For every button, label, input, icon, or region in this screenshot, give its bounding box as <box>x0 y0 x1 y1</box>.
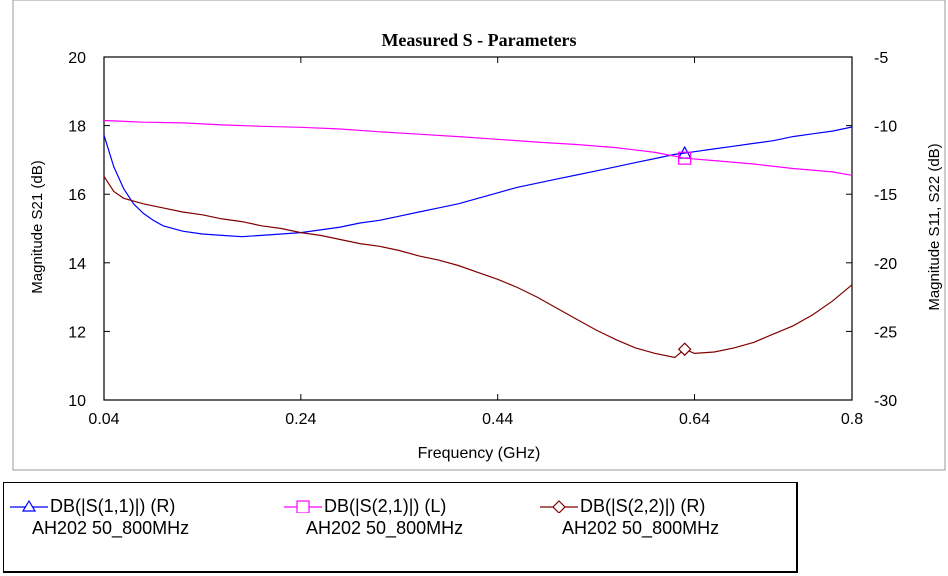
plot-area: 0.04 0.24 0.44 0.64 0.8 10 12 14 16 18 20 -30 -25 -20… <box>68 50 897 428</box>
y-right-tick-label: -10 <box>874 119 897 136</box>
y-axis-right-label: Magnitude S11, S22 (dB) <box>926 143 943 310</box>
x-tick-label: 0.44 <box>482 411 513 428</box>
legend-label-s21: DB(|S(2,1)|) (L) <box>324 496 447 516</box>
legend-sublabel-s11: AH202 50_800MHz <box>32 518 190 538</box>
diamond-marker-icon <box>540 500 578 513</box>
y-left-tick-label: 16 <box>68 187 86 204</box>
y-right-tick-label: -30 <box>874 393 897 410</box>
y-right-tick-label: -5 <box>874 50 888 67</box>
series-line-2 <box>103 176 853 359</box>
chart-border <box>12 0 946 471</box>
series-line-0 <box>103 126 853 238</box>
x-tick-label: 0.64 <box>679 411 710 428</box>
series-marker-1 <box>678 151 692 165</box>
legend: DB(|S(1,1)|) (R) AH202 50_800MHz DB(|S(2… <box>3 482 798 573</box>
legend-label-s22: DB(|S(2,2)|) (R) <box>580 496 706 516</box>
legend-entry-s11: DB(|S(1,1)|) (R) AH202 50_800MHz <box>10 495 189 539</box>
legend-sublabel-s21: AH202 50_800MHz <box>306 518 464 538</box>
square-marker-icon <box>284 500 322 513</box>
chart-title: Measured S - Parameters <box>381 30 576 50</box>
y-left-tick-label: 18 <box>68 119 86 136</box>
legend-entry-s21: DB(|S(2,1)|) (L) AH202 50_800MHz <box>284 495 463 539</box>
series-marker-2 <box>677 342 692 357</box>
series-line-1 <box>103 119 853 176</box>
y-right-tick-label: -15 <box>874 187 897 204</box>
legend-label-s11: DB(|S(1,1)|) (R) <box>50 496 176 516</box>
x-tick-label: 0.04 <box>88 411 119 428</box>
x-tick-label: 0.8 <box>841 411 863 428</box>
y-left-tick-label: 10 <box>68 393 86 410</box>
y-right-tick-label: -25 <box>874 324 897 341</box>
triangle-marker-icon <box>10 499 48 512</box>
y-left-tick-label: 12 <box>68 324 86 341</box>
legend-entry-s22: DB(|S(2,2)|) (R) AH202 50_800MHz <box>540 495 719 539</box>
x-axis-label: Frequency (GHz) <box>418 445 541 462</box>
y-axis-left-label: Magnitude S21 (dB) <box>29 160 46 293</box>
y-right-tick-label: -20 <box>874 256 897 273</box>
legend-sublabel-s22: AH202 50_800MHz <box>562 518 720 538</box>
chart-frame: Measured S - Parameters 0.04 0.24 0.44 0.64… <box>12 0 946 471</box>
y-left-tick-label: 20 <box>68 50 86 67</box>
chart-svg: Measured S - Parameters 0.04 0.24 0.44 0.64… <box>12 0 946 471</box>
plot-frame <box>103 56 853 401</box>
y-left-tick-label: 14 <box>68 256 86 273</box>
x-tick-label: 0.24 <box>285 411 316 428</box>
